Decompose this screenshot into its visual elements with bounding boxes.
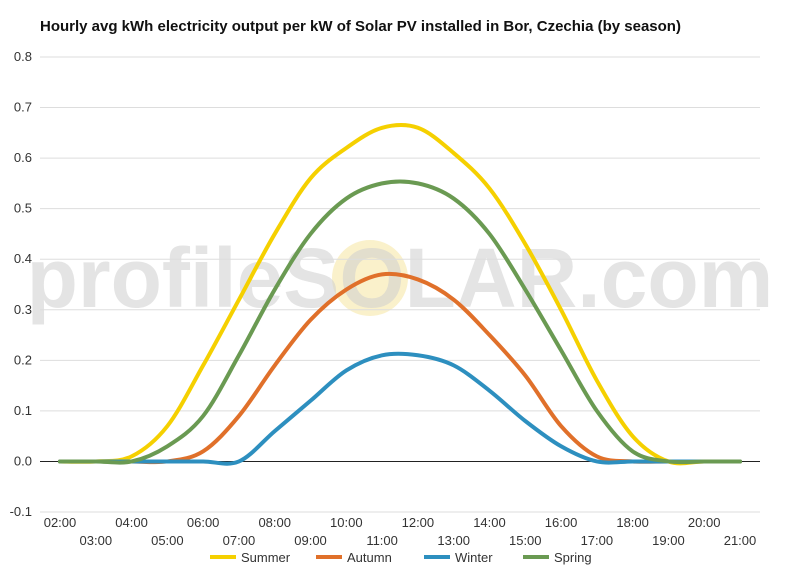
x-tick-label: 04:00 bbox=[115, 515, 148, 530]
y-tick-label: 0.6 bbox=[14, 150, 32, 165]
x-tick-label: 20:00 bbox=[688, 515, 721, 530]
x-tick-label: 15:00 bbox=[509, 533, 542, 548]
chart-title: Hourly avg kWh electricity output per kW… bbox=[40, 18, 681, 35]
y-tick-label: -0.1 bbox=[10, 504, 32, 519]
y-tick-label: 0.1 bbox=[14, 403, 32, 418]
x-tick-label: 09:00 bbox=[294, 533, 327, 548]
x-tick-label: 11:00 bbox=[366, 533, 398, 548]
x-tick-label: 21:00 bbox=[724, 533, 757, 548]
legend-label-winter: Winter bbox=[455, 550, 493, 565]
x-tick-label: 06:00 bbox=[187, 515, 220, 530]
x-tick-label: 17:00 bbox=[581, 533, 614, 548]
series-line-spring bbox=[58, 179, 742, 465]
x-tick-label: 19:00 bbox=[652, 533, 685, 548]
legend-label-autumn: Autumn bbox=[347, 550, 392, 565]
x-tick-label: 10:00 bbox=[330, 515, 363, 530]
x-tick-label: 13:00 bbox=[437, 533, 470, 548]
x-tick-label: 07:00 bbox=[223, 533, 256, 548]
series-line-winter bbox=[58, 351, 742, 466]
y-tick-label: 0.5 bbox=[14, 201, 32, 216]
series-line-summer bbox=[58, 122, 742, 466]
x-tick-label: 18:00 bbox=[616, 515, 649, 530]
x-tick-label: 03:00 bbox=[80, 533, 113, 548]
watermark-text: profileSOLAR.com bbox=[27, 231, 774, 325]
x-tick-label: 08:00 bbox=[258, 515, 291, 530]
x-tick-label: 05:00 bbox=[151, 533, 184, 548]
y-tick-label: 0.0 bbox=[14, 453, 32, 468]
x-tick-label: 12:00 bbox=[402, 515, 435, 530]
y-tick-label: 0.4 bbox=[14, 251, 32, 266]
y-tick-label: 0.8 bbox=[14, 49, 32, 64]
legend-label-summer: Summer bbox=[241, 550, 291, 565]
x-tick-label: 14:00 bbox=[473, 515, 506, 530]
y-tick-label: 0.7 bbox=[14, 100, 32, 115]
x-tick-label: 16:00 bbox=[545, 515, 578, 530]
legend-label-spring: Spring bbox=[554, 550, 592, 565]
y-tick-label: 0.3 bbox=[14, 302, 32, 317]
y-tick-label: 0.2 bbox=[14, 352, 32, 367]
x-tick-label: 02:00 bbox=[44, 515, 77, 530]
